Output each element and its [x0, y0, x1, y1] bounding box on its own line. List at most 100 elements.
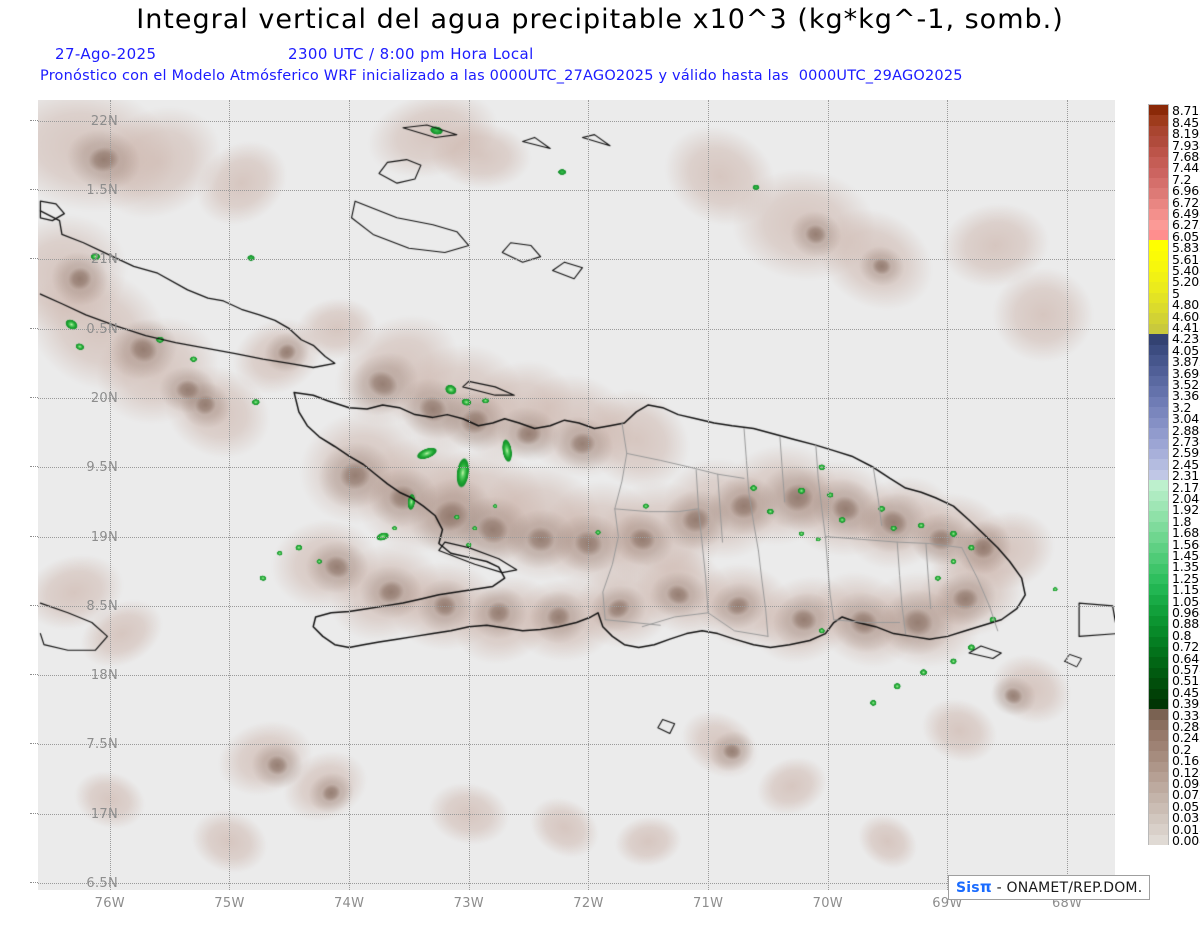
- colorbar-band: [1149, 532, 1168, 543]
- colorbar-tick-label: 2.592: [1172, 445, 1200, 461]
- lat-tick-label: 9.5N: [86, 460, 118, 476]
- colorbar-tick-label: 7.938: [1172, 137, 1200, 153]
- colorbar-band: [1149, 751, 1168, 762]
- colorbar-tick-label: 2.738: [1172, 433, 1200, 449]
- colorbar-band: [1149, 605, 1168, 616]
- colorbar-band: [1149, 678, 1168, 689]
- colorbar-band: [1149, 688, 1168, 700]
- colorbar-tick-label: 5.832: [1172, 240, 1200, 256]
- header-subline: 27-Ago-2025 2300 UTC / 8:00 pm Hora Loca…: [0, 45, 1160, 65]
- lat-tick-label: 7.5N: [86, 737, 118, 753]
- colorbar-tick-label: 6.962: [1172, 183, 1200, 199]
- colorbar-tick-label: 0.578: [1172, 661, 1200, 677]
- colorbar-tick-label: 0.45: [1172, 684, 1200, 700]
- lat-tick-label: 8.5N: [86, 598, 118, 614]
- colorbar-band: [1149, 386, 1168, 397]
- colorbar-band: [1149, 834, 1168, 845]
- colorbar-band: [1149, 428, 1168, 439]
- colorbar-band: [1149, 219, 1168, 231]
- colorbar-tick-label: 5.408: [1172, 262, 1200, 278]
- colorbar-tick-label: 0.288: [1172, 718, 1200, 734]
- colorbar-band: [1149, 646, 1168, 658]
- colorbar-tick-label: 6.272: [1172, 217, 1200, 233]
- colorbar-tick-label: 8.712: [1172, 103, 1200, 119]
- lat-tick-mark: [30, 396, 38, 398]
- colorbar-tick-label: 1.152: [1172, 582, 1200, 598]
- colorbar-band: [1149, 230, 1168, 241]
- colorbar-tick-label: 0.392: [1172, 696, 1200, 712]
- colorbar-band: [1149, 792, 1168, 804]
- colorbar-tick-label: 3.042: [1172, 411, 1200, 427]
- colorbar-band: [1149, 469, 1168, 481]
- lat-tick-label: 20N: [90, 390, 118, 406]
- colorbar-band: [1149, 699, 1168, 710]
- lon-tick-label: 75W: [214, 896, 245, 911]
- colorbar-tick-label: 0.098: [1172, 775, 1200, 791]
- colorbar-band: [1149, 584, 1168, 595]
- colorbar-band: [1149, 250, 1168, 262]
- colorbar-tick-label: 1.922: [1172, 502, 1200, 518]
- colorbar-band: [1149, 667, 1168, 679]
- colorbar-band: [1149, 626, 1168, 637]
- colorbar-band: [1149, 803, 1168, 814]
- lat-tick-label: 21N: [90, 252, 118, 268]
- lon-tick-label: 73W: [453, 896, 484, 911]
- lat-tick-label: 22N: [90, 113, 118, 129]
- colorbar-band: [1149, 417, 1168, 429]
- colorbar-tick-label: 0.338: [1172, 707, 1200, 723]
- lat-tick-label: 18N: [90, 668, 118, 684]
- colorbar-band: [1149, 521, 1168, 533]
- colorbar-tick-label: 2.888: [1172, 422, 1200, 438]
- colorbar-band: [1149, 271, 1168, 283]
- colorbar-tick-label: 7.442: [1172, 160, 1200, 176]
- colorbar-band: [1149, 313, 1168, 324]
- credit-separator: -: [996, 880, 1002, 896]
- colorbar-tick-label: 0.882: [1172, 616, 1200, 632]
- colorbar-band: [1149, 448, 1168, 460]
- colorbar-tick-label: 1.25: [1172, 570, 1200, 586]
- colorbar-band: [1149, 438, 1168, 449]
- colorbar-tick-label: 3.872: [1172, 354, 1200, 370]
- lat-tick-mark: [30, 812, 38, 814]
- colorbar-band: [1149, 772, 1168, 783]
- colorbar-tick-label: 4.05: [1172, 342, 1200, 358]
- colorbar-band: [1149, 553, 1168, 564]
- colorbar-band: [1149, 396, 1168, 408]
- colorbar-tick-label: 6.728: [1172, 194, 1200, 210]
- colorbar-band: [1149, 209, 1168, 220]
- colorbar-band: [1149, 459, 1168, 470]
- lat-tick-label: 6.5N: [86, 876, 118, 892]
- colorbar-tick-label: 0.128: [1172, 764, 1200, 780]
- lat-tick-label: 19N: [90, 529, 118, 545]
- colorbar: [1148, 104, 1169, 845]
- map-panel[interactable]: [38, 100, 1115, 890]
- lat-tick-mark: [30, 535, 38, 537]
- colorbar-tick-label: 4.232: [1172, 331, 1200, 347]
- colorbar-tick-label: 6.05: [1172, 228, 1200, 244]
- colorbar-tick-label: 1.682: [1172, 525, 1200, 541]
- colorbar-tick-label: 0.722: [1172, 639, 1200, 655]
- colorbar-tick-label: 2.048: [1172, 490, 1200, 506]
- colorbar-band: [1149, 261, 1168, 272]
- credit-brand: Sis: [956, 880, 980, 896]
- colorbar-tick-label: 1.458: [1172, 547, 1200, 563]
- colorbar-tick-label: 1.8: [1172, 513, 1192, 529]
- colorbar-tick-label: 0.968: [1172, 604, 1200, 620]
- colorbar-tick-label: 8.45: [1172, 114, 1200, 130]
- colorbar-band: [1149, 480, 1168, 491]
- colorbar-band: [1149, 198, 1168, 210]
- colorbar-band: [1149, 105, 1168, 116]
- colorbar-band: [1149, 157, 1168, 168]
- colorbar-tick-label: 3.362: [1172, 388, 1200, 404]
- colorbar-tick-label: 2.312: [1172, 468, 1200, 484]
- colorbar-band: [1149, 125, 1168, 137]
- colorbar-tick-label: 0.648: [1172, 650, 1200, 666]
- colorbar-band: [1149, 542, 1168, 554]
- lat-tick-label: 1.5N: [86, 183, 118, 199]
- colorbar-band: [1149, 188, 1168, 199]
- colorbar-band: [1149, 594, 1168, 606]
- forecast-description-text: Pronóstico con el Modelo Atmósferico WRF…: [40, 68, 789, 84]
- colorbar-tick-label: 0.512: [1172, 673, 1200, 689]
- colorbar-tick-label: 4.608: [1172, 308, 1200, 324]
- forecast-date: 27-Ago-2025: [55, 45, 157, 63]
